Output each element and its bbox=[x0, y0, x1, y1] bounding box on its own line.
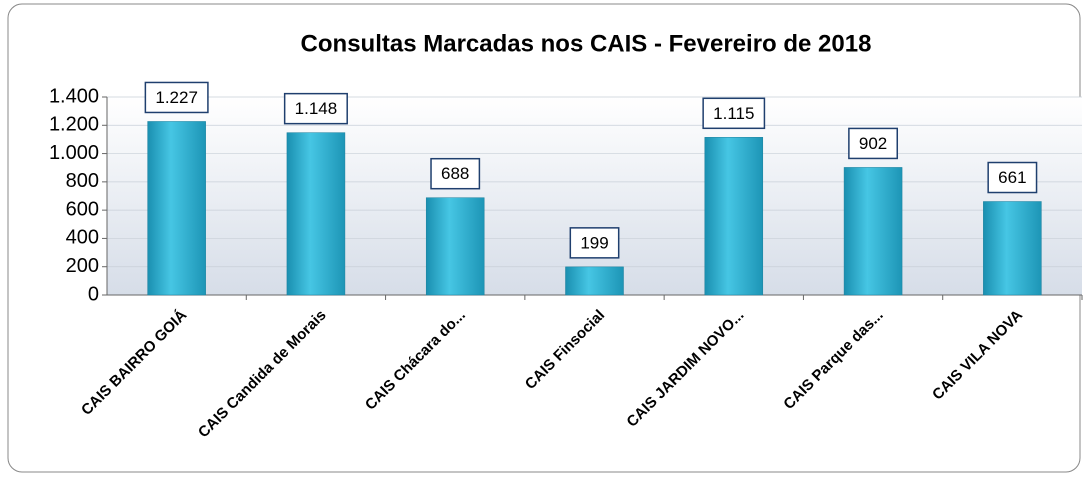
y-tick-label: 400 bbox=[66, 227, 99, 249]
data-label: 1.115 bbox=[713, 104, 754, 123]
y-tick-label: 1.200 bbox=[49, 114, 99, 136]
bar bbox=[425, 197, 485, 296]
data-label-box bbox=[283, 92, 348, 125]
data-label: 902 bbox=[859, 134, 887, 153]
bar bbox=[147, 121, 206, 296]
data-label: 661 bbox=[998, 168, 1026, 187]
data-label-box bbox=[848, 127, 899, 160]
y-tick-label: 800 bbox=[66, 170, 99, 192]
data-label-box bbox=[144, 81, 209, 114]
data-label-box bbox=[569, 227, 620, 259]
y-tick-label: 1.400 bbox=[49, 85, 99, 107]
bar bbox=[704, 137, 764, 296]
plot-area bbox=[107, 97, 1082, 295]
bar bbox=[843, 167, 903, 296]
y-tick-label: 200 bbox=[66, 255, 99, 277]
data-label: 688 bbox=[441, 164, 469, 183]
data-label-box bbox=[702, 97, 766, 130]
chart-title: Consultas Marcadas nos CAIS - Fevereiro … bbox=[301, 30, 872, 57]
data-label: 1.227 bbox=[155, 88, 198, 107]
data-label: 1.148 bbox=[295, 99, 338, 118]
data-label-box bbox=[430, 157, 481, 190]
data-label: 199 bbox=[580, 233, 608, 252]
y-tick-label: 0 bbox=[88, 283, 99, 305]
bar bbox=[286, 132, 346, 296]
data-label-box bbox=[987, 161, 1038, 194]
y-tick-label: 1.000 bbox=[49, 142, 99, 164]
y-tick-label: 600 bbox=[66, 198, 99, 220]
bar bbox=[565, 266, 624, 296]
bar bbox=[983, 201, 1042, 296]
